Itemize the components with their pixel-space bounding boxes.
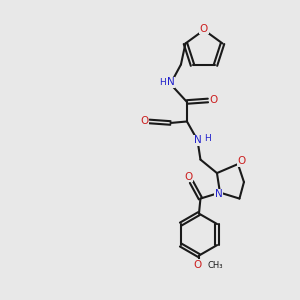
- Text: H: H: [205, 134, 211, 143]
- Text: O: O: [193, 260, 202, 270]
- Text: CH₃: CH₃: [207, 261, 223, 270]
- Text: O: O: [184, 172, 193, 182]
- Text: H: H: [159, 78, 165, 87]
- Text: O: O: [200, 23, 208, 34]
- Text: O: O: [209, 95, 218, 106]
- Text: O: O: [140, 116, 148, 127]
- Text: N: N: [167, 77, 174, 88]
- Text: O: O: [237, 156, 246, 166]
- Text: N: N: [214, 189, 222, 199]
- Text: N: N: [194, 135, 201, 145]
